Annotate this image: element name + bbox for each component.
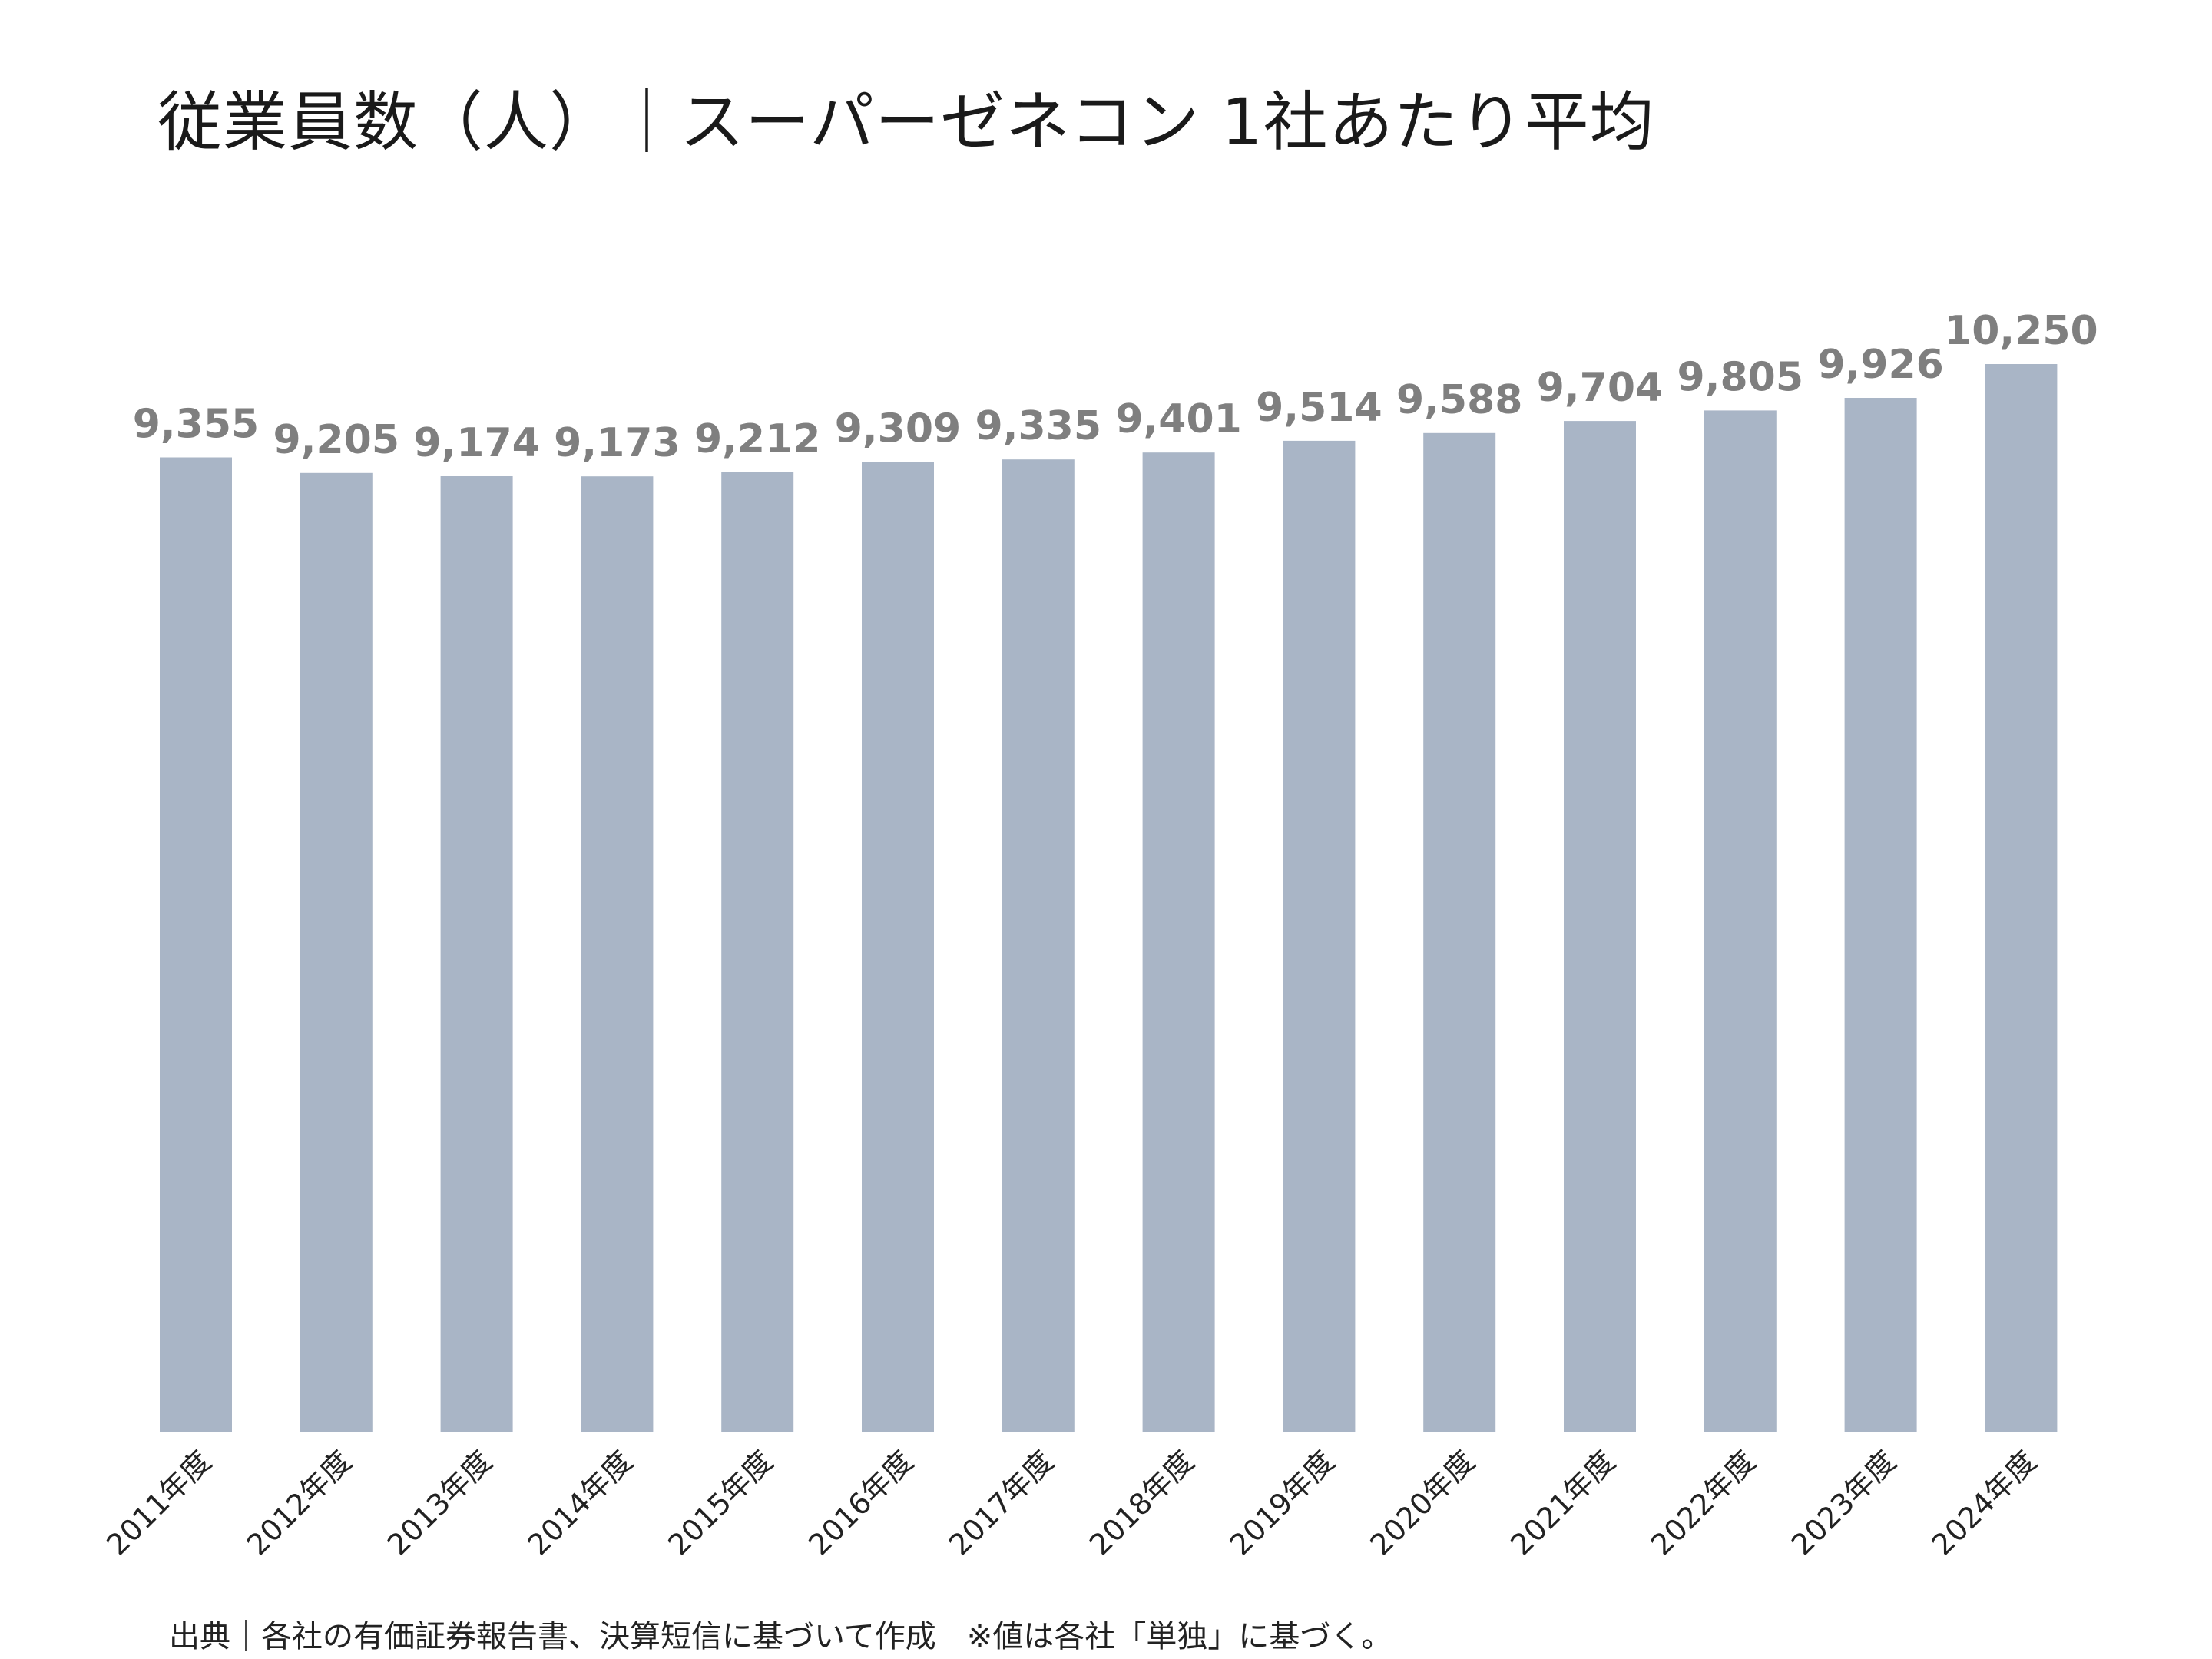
bar-2022年度 (1704, 410, 1777, 1432)
x-tick-label-2022年度: 2022年度 (1644, 1444, 1762, 1561)
chart-title: 従業員数（人）｜スーパーゼネコン 1社あたり平均 (157, 84, 1655, 160)
x-tick-label-2014年度: 2014年度 (522, 1444, 639, 1561)
value-label-2013年度: 9,174 (413, 420, 539, 466)
value-label-2012年度: 9,205 (273, 417, 399, 463)
x-tick-label-2021年度: 2021年度 (1504, 1444, 1621, 1561)
value-label-2019年度: 9,514 (1256, 385, 1382, 431)
value-label-2024年度: 10,250 (1944, 308, 2098, 354)
value-label-2022年度: 9,805 (1677, 354, 1803, 400)
x-tick-label-2023年度: 2023年度 (1785, 1444, 1902, 1561)
value-label-2023年度: 9,926 (1817, 342, 1943, 388)
bar-2012年度 (300, 472, 373, 1432)
bars (160, 364, 2058, 1433)
x-tick-label-2016年度: 2016年度 (802, 1444, 919, 1561)
bar-2017年度 (1002, 459, 1075, 1433)
value-label-2020年度: 9,588 (1396, 377, 1522, 423)
value-label-2018年度: 9,401 (1115, 396, 1241, 442)
value-label-2017年度: 9,335 (975, 403, 1101, 449)
value-label-2011年度: 9,355 (133, 402, 259, 448)
bar-2015年度 (721, 472, 794, 1432)
x-tick-label-2020年度: 2020年度 (1363, 1444, 1481, 1561)
value-label-2016年度: 9,309 (835, 406, 961, 452)
bar-2023年度 (1844, 398, 1917, 1432)
x-tick-label-2018年度: 2018年度 (1083, 1444, 1200, 1561)
value-label-2021年度: 9,704 (1537, 365, 1663, 411)
chart-footnote: 出典｜各社の有価証券報告書、決算短信に基づいて作成 ※値は各社「単独」に基づく。 (169, 1619, 1392, 1654)
x-tick-label-2017年度: 2017年度 (942, 1444, 1060, 1561)
bar-2020年度 (1423, 432, 1496, 1432)
value-labels: 9,355 9,205 9,174 9,173 9,212 9,309 9,335 9,401… (133, 308, 2098, 466)
value-label-2014年度: 9,173 (554, 420, 680, 466)
x-tick-label-2015年度: 2015年度 (661, 1444, 779, 1561)
bar-2024年度 (1985, 364, 2058, 1432)
x-tick-label-2024年度: 2024年度 (1926, 1444, 2043, 1561)
bar-2019年度 (1283, 440, 1356, 1432)
x-tick-label-2012年度: 2012年度 (240, 1444, 358, 1561)
x-tick-label-2013年度: 2013年度 (381, 1444, 498, 1561)
bar-2013年度 (440, 476, 513, 1432)
x-tick-label-2011年度: 2011年度 (100, 1444, 217, 1561)
value-label-2015年度: 9,212 (694, 416, 820, 462)
bar-2018年度 (1142, 452, 1215, 1433)
bar-2011年度 (160, 457, 232, 1432)
bar-2014年度 (581, 476, 654, 1433)
bar-2016年度 (862, 462, 934, 1433)
x-axis-tick-labels: 2011年度 2012年度 2013年度 2014年度 2015年度 2016年度 2017… (100, 1444, 2043, 1561)
bar-2021年度 (1564, 421, 1636, 1432)
x-tick-label-2019年度: 2019年度 (1224, 1444, 1341, 1561)
